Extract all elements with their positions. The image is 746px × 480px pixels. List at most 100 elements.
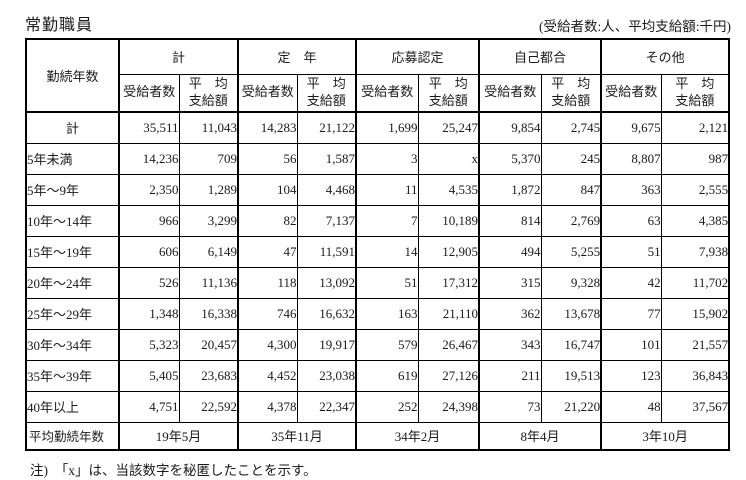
cell-value: 3 (355, 142, 419, 175)
cell-value: 73 (478, 390, 542, 423)
subcol-recipients: 受給者数 (355, 73, 419, 113)
table-row: 5年～9年 2,350 1,289 104 4,468 11 4,535 1,872 847 36… (25, 173, 730, 206)
cell-value: 16,747 (540, 328, 602, 361)
cell-value: 3,299 (178, 204, 239, 237)
cell-value: 1,289 (178, 173, 239, 206)
row-label: 35年～39年 (25, 359, 120, 392)
cell-value: 77 (600, 297, 662, 330)
row-label: 5年未満 (25, 142, 120, 175)
cell-value: 19,917 (296, 328, 357, 361)
subcol-recipients: 受給者数 (600, 73, 662, 113)
cell-value: 48 (600, 390, 662, 423)
cell-value: 7 (355, 204, 419, 237)
cell-value: 2,121 (660, 111, 730, 144)
cell-value: 15,902 (660, 297, 730, 330)
cell-value: 20,457 (178, 328, 239, 361)
table-row: 10年～14年 966 3,299 82 7,137 7 10,189 814 2,769 63 4… (25, 204, 730, 237)
cell-value: 123 (600, 359, 662, 392)
cell-value: 987 (660, 142, 730, 175)
cell-value: 746 (237, 297, 298, 330)
subcol-avg-amount: 平 均 支給額 (540, 73, 602, 113)
cell-value: 101 (600, 328, 662, 361)
cell-value: 1,348 (118, 297, 180, 330)
subcol-avg-amount: 平 均 支給額 (178, 73, 239, 113)
row-label: 10年～14年 (25, 204, 120, 237)
cell-value: 7,938 (660, 235, 730, 268)
average-tenure-row: 平均勤続年数 19年5月 35年11月 34年2月 8年4月 3年10月 (25, 421, 730, 451)
subcol-avg-amount: 平 均 支給額 (417, 73, 480, 113)
cell-value: 362 (478, 297, 542, 330)
table-row: 35年～39年 5,405 23,683 4,452 23,038 619 27,126 21… (25, 359, 730, 392)
cell-value: 17,312 (417, 266, 480, 299)
table-header-row: 常勤職員 (受給者数:人、平均支給額:千円) (25, 11, 731, 35)
row-label: 計 (25, 111, 120, 144)
cell-value: 1,872 (478, 173, 542, 206)
subcol-recipients: 受給者数 (478, 73, 542, 113)
cell-value: 11,591 (296, 235, 357, 268)
cell-value: 4,452 (237, 359, 298, 392)
avg-tenure-value: 3年10月 (600, 421, 730, 451)
cell-value: 163 (355, 297, 419, 330)
units-caption: (受給者数:人、平均支給額:千円) (539, 19, 731, 34)
cell-value: 36,843 (660, 359, 730, 392)
subcol-recipients: 受給者数 (118, 73, 180, 113)
table-body: 計 35,511 11,043 14,283 21,122 1,699 25,247 9,85… (25, 111, 730, 423)
row-label: 5年～9年 (25, 173, 120, 206)
cell-value: 8,807 (600, 142, 662, 175)
cell-value: 1,699 (355, 111, 419, 144)
cell-value: 5,255 (540, 235, 602, 268)
col-group-retirement: 定 年 (237, 38, 357, 75)
cell-value: 363 (600, 173, 662, 206)
cell-value: 63 (600, 204, 662, 237)
cell-value: 51 (600, 235, 662, 268)
cell-value: 13,092 (296, 266, 357, 299)
table-row: 15年～19年 606 6,149 47 11,591 14 12,905 494 5,255 5… (25, 235, 730, 268)
row-label: 平均勤続年数 (25, 421, 120, 451)
cell-value: 26,467 (417, 328, 480, 361)
cell-value: 4,385 (660, 204, 730, 237)
cell-value: 22,592 (178, 390, 239, 423)
cell-value: 2,350 (118, 173, 180, 206)
cell-value: 4,300 (237, 328, 298, 361)
footnote: 注) 「x」は、当該数字を秘匿したことを示す。 (30, 463, 317, 478)
cell-value: 4,468 (296, 173, 357, 206)
cell-value: 42 (600, 266, 662, 299)
cell-value: 847 (540, 173, 602, 206)
cell-value: 11 (355, 173, 419, 206)
cell-value: 11,043 (178, 111, 239, 144)
cell-value: 4,751 (118, 390, 180, 423)
table-row: 25年～29年 1,348 16,338 746 16,632 163 21,110 362 1… (25, 297, 730, 330)
cell-value: 19,513 (540, 359, 602, 392)
avg-tenure-value: 34年2月 (355, 421, 480, 451)
cell-value: 1,587 (296, 142, 357, 175)
subcol-avg-amount: 平 均 支給額 (660, 73, 730, 113)
cell-value: 252 (355, 390, 419, 423)
cell-value: 7,137 (296, 204, 357, 237)
cell-value: 2,555 (660, 173, 730, 206)
cell-value: 118 (237, 266, 298, 299)
col-group-personal: 自己都合 (478, 38, 602, 75)
cell-value: 14,236 (118, 142, 180, 175)
cell-value: 2,745 (540, 111, 602, 144)
cell-value: 343 (478, 328, 542, 361)
table-row: 20年～24年 526 11,136 118 13,092 51 17,312 315 9,32… (25, 266, 730, 299)
cell-value: 12,905 (417, 235, 480, 268)
cell-value: 579 (355, 328, 419, 361)
cell-value: 4,535 (417, 173, 480, 206)
cell-value: 619 (355, 359, 419, 392)
cell-value: 6,149 (178, 235, 239, 268)
cell-value: 14 (355, 235, 419, 268)
cell-value: 814 (478, 204, 542, 237)
cell-value: 494 (478, 235, 542, 268)
sub-header-row: 受給者数 平 均 支給額 受給者数 平 均 支給額 受給者数 平 均 支給額 受… (26, 73, 730, 113)
subcol-avg-amount: 平 均 支給額 (296, 73, 357, 113)
cell-value: 82 (237, 204, 298, 237)
cell-value: 5,323 (118, 328, 180, 361)
group-header-row: 勤続年数 計 定 年 応募認定 自己都合 その他 (25, 38, 730, 113)
cell-value: 9,328 (540, 266, 602, 299)
row-label: 25年～29年 (25, 297, 120, 330)
cell-value: 526 (118, 266, 180, 299)
row-label: 30年～34年 (25, 328, 120, 361)
subcol-recipients: 受給者数 (237, 73, 298, 113)
